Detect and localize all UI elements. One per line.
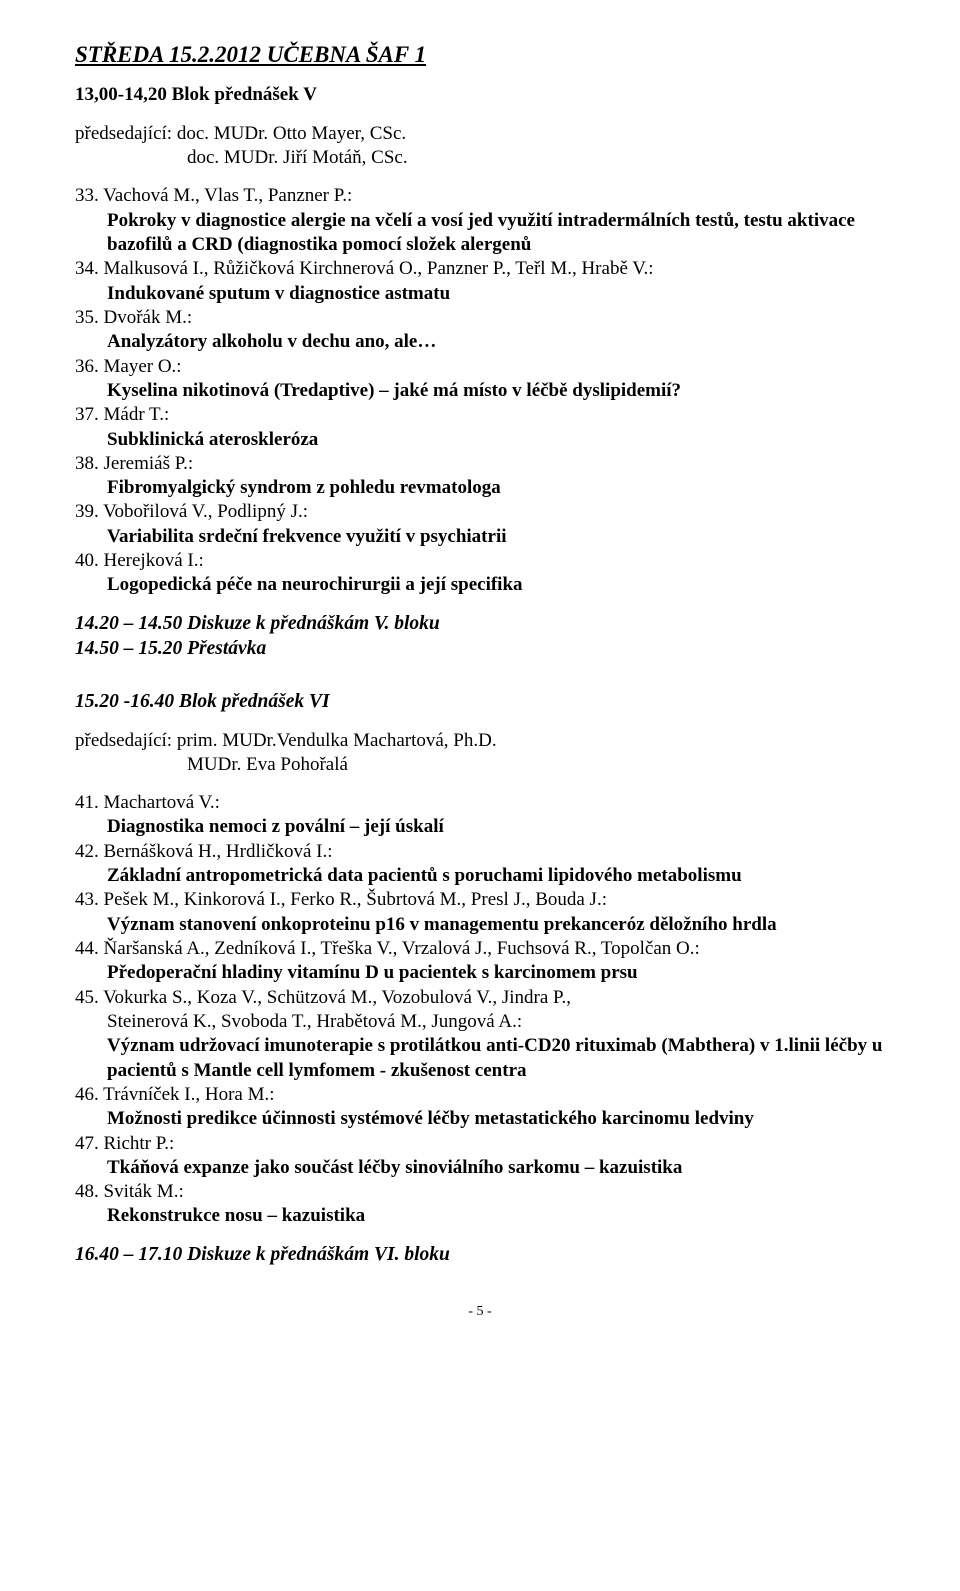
item-34: 34. Malkusová I., Růžičková Kirchnerová …	[75, 257, 885, 306]
item-authors-cont: Steinerová K., Svoboda T., Hrabětová M.,…	[107, 1010, 885, 1034]
item-number: 38.	[75, 453, 99, 474]
item-title: Analyzátory alkoholu v dechu ano, ale…	[107, 330, 885, 354]
item-title: Tkáňová expanze jako součást léčby sinov…	[107, 1156, 885, 1180]
block6-chair-line1: předsedající: prim. MUDr.Vendulka Machar…	[75, 729, 885, 753]
item-number: 40.	[75, 550, 99, 571]
block6-items: 41. Machartová V.: Diagnostika nemoci z …	[75, 791, 885, 1229]
item-number: 36.	[75, 356, 99, 377]
item-37: 37. Mádr T.: Subklinická ateroskleróza	[75, 403, 885, 452]
item-title: Rekonstrukce nosu – kazuistika	[107, 1204, 885, 1228]
item-number: 46.	[75, 1084, 99, 1105]
item-authors: Ňaršanská A., Zedníková I., Třeška V., V…	[104, 938, 700, 959]
item-number: 34.	[75, 258, 99, 279]
item-authors: Pešek M., Kinkorová I., Ferko R., Šubrto…	[104, 889, 607, 910]
item-number: 35.	[75, 307, 99, 328]
item-authors: Richtr P.:	[104, 1133, 175, 1154]
item-authors: Sviták M.:	[104, 1181, 184, 1202]
item-title: Logopedická péče na neurochirurgii a jej…	[107, 573, 885, 597]
item-authors: Dvořák M.:	[104, 307, 193, 328]
item-number: 45.	[75, 987, 99, 1008]
page-number: - 5 -	[75, 1303, 885, 1321]
item-number: 43.	[75, 889, 99, 910]
item-33: 33. Vachová M., Vlas T., Panzner P.: Pok…	[75, 184, 885, 257]
item-35: 35. Dvořák M.: Analyzátory alkoholu v de…	[75, 306, 885, 355]
item-title: Fibromyalgický syndrom z pohledu revmato…	[107, 476, 885, 500]
item-number: 33.	[75, 185, 99, 206]
item-number: 41.	[75, 792, 99, 813]
item-43: 43. Pešek M., Kinkorová I., Ferko R., Šu…	[75, 888, 885, 937]
block5-items: 33. Vachová M., Vlas T., Panzner P.: Pok…	[75, 184, 885, 597]
item-title: Základní antropometrická data pacientů s…	[107, 864, 885, 888]
block5-chair-line2: doc. MUDr. Jiří Motáň, CSc.	[187, 146, 885, 170]
item-47: 47. Richtr P.: Tkáňová expanze jako souč…	[75, 1132, 885, 1181]
item-number: 48.	[75, 1181, 99, 1202]
item-40: 40. Herejková I.: Logopedická péče na ne…	[75, 549, 885, 598]
item-authors: Vobořilová V., Podlipný J.:	[103, 501, 308, 522]
item-44: 44. Ňaršanská A., Zedníková I., Třeška V…	[75, 937, 885, 986]
item-authors: Mayer O.:	[104, 356, 182, 377]
item-authors: Jeremiáš P.:	[104, 453, 194, 474]
block5-chair-line1: předsedající: doc. MUDr. Otto Mayer, CSc…	[75, 122, 885, 146]
item-number: 47.	[75, 1133, 99, 1154]
item-45: 45. Vokurka S., Koza V., Schützová M., V…	[75, 986, 885, 1083]
item-title: Subklinická ateroskleróza	[107, 428, 885, 452]
item-46: 46. Trávníček I., Hora M.: Možnosti pred…	[75, 1083, 885, 1132]
item-42: 42. Bernášková H., Hrdličková I.: Základ…	[75, 840, 885, 889]
item-authors: Vachová M., Vlas T., Panzner P.:	[103, 185, 352, 206]
item-title: Možnosti predikce účinnosti systémové lé…	[107, 1107, 885, 1131]
item-title: Význam stanovení onkoproteinu p16 v mana…	[107, 913, 885, 937]
item-title: Variabilita srdeční frekvence využití v …	[107, 525, 885, 549]
item-title: Předoperační hladiny vitamínu D u pacien…	[107, 961, 885, 985]
block6-discussion: 16.40 – 17.10 Diskuze k přednáškám VI. b…	[75, 1243, 885, 1268]
block6-chair-line2: MUDr. Eva Pohořalá	[187, 753, 885, 777]
page-title: STŘEDA 15.2.2012 UČEBNA ŠAF 1	[75, 40, 885, 69]
item-48: 48. Sviták M.: Rekonstrukce nosu – kazui…	[75, 1180, 885, 1229]
item-title: Diagnostika nemoci z povální – její úska…	[107, 815, 885, 839]
block5-session-time: 13,00-14,20 Blok přednášek V	[75, 83, 885, 107]
item-authors: Bernášková H., Hrdličková I.:	[104, 841, 333, 862]
item-41: 41. Machartová V.: Diagnostika nemoci z …	[75, 791, 885, 840]
item-number: 42.	[75, 841, 99, 862]
item-36: 36. Mayer O.: Kyselina nikotinová (Treda…	[75, 355, 885, 404]
item-number: 37.	[75, 404, 99, 425]
item-title: Indukované sputum v diagnostice astmatu	[107, 282, 885, 306]
block6-heading: 15.20 -16.40 Blok přednášek VI	[75, 690, 885, 715]
item-title: Kyselina nikotinová (Tredaptive) – jaké …	[107, 379, 885, 403]
item-authors: Malkusová I., Růžičková Kirchnerová O., …	[104, 258, 654, 279]
block5-discussion: 14.20 – 14.50 Diskuze k přednáškám V. bl…	[75, 612, 885, 637]
page-content: STŘEDA 15.2.2012 UČEBNA ŠAF 1 13,00-14,2…	[0, 0, 960, 1351]
item-title: Význam udržovací imunoterapie s protilát…	[107, 1034, 885, 1083]
item-authors: Trávníček I., Hora M.:	[103, 1084, 274, 1105]
item-38: 38. Jeremiáš P.: Fibromyalgický syndrom …	[75, 452, 885, 501]
item-authors: Vokurka S., Koza V., Schützová M., Vozob…	[103, 987, 571, 1008]
item-title: Pokroky v diagnostice alergie na včelí a…	[107, 209, 885, 258]
item-authors: Machartová V.:	[104, 792, 220, 813]
item-39: 39. Vobořilová V., Podlipný J.: Variabil…	[75, 500, 885, 549]
item-number: 39.	[75, 501, 99, 522]
item-number: 44.	[75, 938, 99, 959]
block5-break: 14.50 – 15.20 Přestávka	[75, 637, 885, 662]
item-authors: Mádr T.:	[104, 404, 170, 425]
item-authors: Herejková I.:	[104, 550, 204, 571]
